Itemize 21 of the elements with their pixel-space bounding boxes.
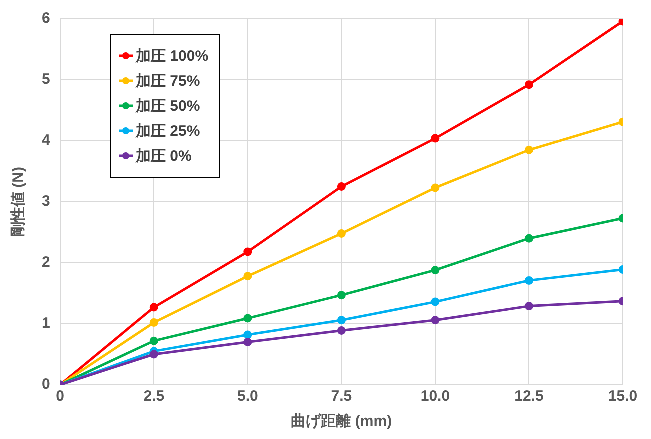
legend-label: 加圧 25% — [136, 122, 200, 140]
x-axis-title: 曲げ距離 (mm) — [291, 413, 392, 430]
y-tick-label: 6 — [42, 10, 50, 28]
y-tick-label: 3 — [42, 193, 50, 210]
x-tick-label: 7.5 — [331, 388, 352, 406]
y-tick-label: 4 — [42, 132, 51, 150]
y-tick-label: 5 — [42, 71, 50, 88]
y-tick-label: 0 — [42, 376, 50, 394]
x-tick-label: 15.0 — [608, 388, 638, 406]
y-tick-label: 1 — [42, 315, 50, 332]
x-tick-label: 10.0 — [420, 388, 450, 406]
legend-label: 加圧 100% — [136, 46, 209, 66]
legend-label: 加圧 0% — [136, 146, 192, 166]
x-tick-label: 12.5 — [514, 388, 544, 406]
y-tick-label: 2 — [42, 254, 50, 272]
x-tick-label: 2.5 — [144, 388, 165, 406]
x-tick-label: 0 — [56, 388, 65, 406]
legend-label: 加圧 50% — [136, 96, 200, 116]
y-axis-title: 剛性値 (N) — [10, 167, 28, 237]
legend-label: 加圧 75% — [136, 72, 200, 90]
x-tick-label: 5.0 — [237, 388, 258, 406]
